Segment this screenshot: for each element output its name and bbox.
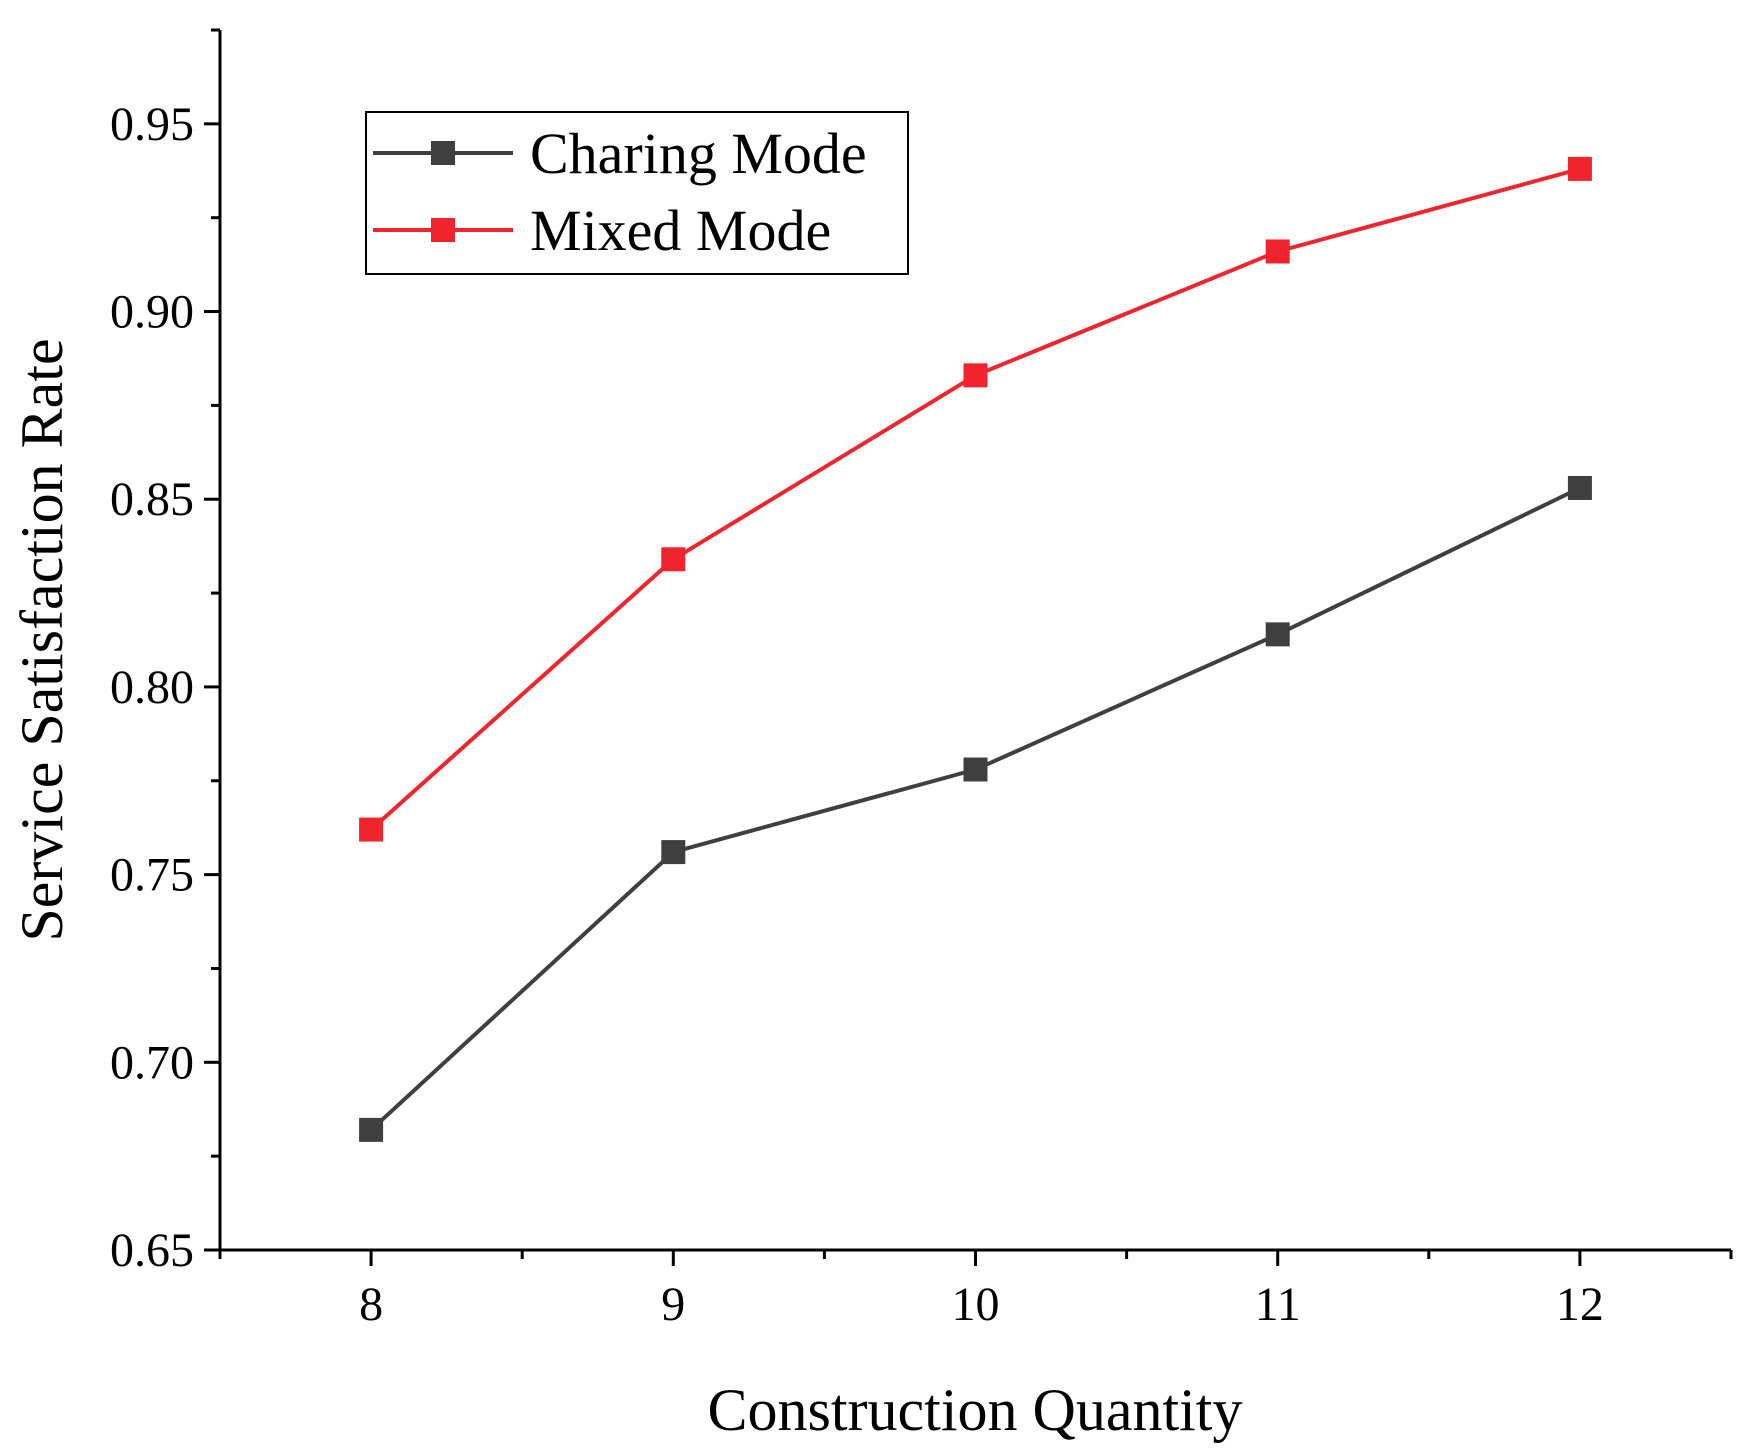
data-point — [963, 363, 988, 388]
data-point — [661, 547, 686, 572]
x-ticks: 8 9 10 11 12 — [218, 1250, 1733, 1331]
data-point — [1567, 156, 1592, 181]
y-tick-label: 0.90 — [110, 286, 194, 339]
series-charing-mode — [359, 475, 1592, 1142]
y-tick-label: 0.85 — [110, 473, 194, 526]
series-line — [369, 486, 1581, 1132]
y-ticks: 0.65 0.70 0.75 0.80 0.85 0.90 0.95 — [110, 28, 220, 1277]
data-point — [963, 757, 988, 782]
series-mixed-mode — [359, 156, 1592, 842]
x-tick-label: 11 — [1255, 1278, 1301, 1331]
legend-label: Charing Mode — [530, 121, 867, 186]
legend-box — [365, 111, 909, 275]
y-tick-label: 0.75 — [110, 849, 194, 902]
x-tick-label: 10 — [952, 1278, 1000, 1331]
legend-marker — [431, 218, 455, 242]
data-point — [359, 1117, 384, 1142]
legend-item: Charing Mode — [373, 121, 867, 186]
legend-item: Mixed Mode — [373, 198, 831, 263]
data-point — [1265, 622, 1290, 647]
data-point — [359, 817, 384, 842]
y-tick-label: 0.95 — [110, 98, 194, 151]
y-tick-label: 0.80 — [110, 661, 194, 714]
y-axis-title: Service Satisfaction Rate — [9, 338, 75, 941]
x-tick-label: 9 — [661, 1278, 685, 1331]
series-layer — [359, 156, 1592, 1142]
legend-marker — [431, 141, 455, 165]
x-tick-label: 12 — [1556, 1278, 1604, 1331]
data-point — [1567, 475, 1592, 500]
y-tick-label: 0.70 — [110, 1036, 194, 1089]
x-tick-label: 8 — [359, 1278, 383, 1331]
legend: Charing Mode Mixed Mode — [365, 111, 909, 275]
x-axis-title: Construction Quantity — [708, 1377, 1243, 1443]
y-tick-label: 0.65 — [110, 1224, 194, 1277]
data-point — [661, 840, 686, 865]
data-point — [1265, 239, 1290, 264]
legend-label: Mixed Mode — [530, 198, 831, 263]
